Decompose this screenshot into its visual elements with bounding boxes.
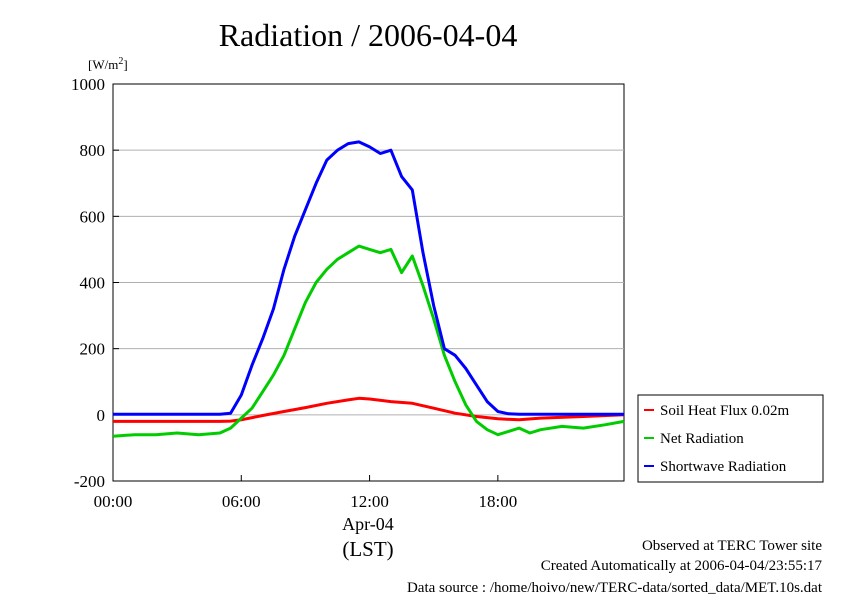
y-tick-label: 0: [97, 406, 106, 425]
x-axis: 00:00 06:00 12:00 18:00: [94, 475, 517, 511]
footer-source: Data source : /home/hoivo/new/TERC-data/…: [407, 580, 823, 595]
legend: Soil Heat Flux 0.02m Net Radiation Shortwa…: [637, 394, 824, 483]
y-tick-label: -200: [74, 472, 105, 491]
footer-site: Observed at TERC Tower site: [642, 538, 822, 554]
footer-created: Created Automatically at 2006-04-04/23:5…: [541, 558, 823, 574]
legend-box: [637, 394, 824, 483]
legend-label: Net Radiation: [660, 431, 744, 447]
series-line-2: [113, 140, 624, 416]
y-tick-label: 400: [80, 274, 106, 293]
date-label: Apr-04: [342, 514, 394, 534]
chart-title: Radiation / 2006-04-04: [219, 17, 518, 53]
series-lines: [112, 140, 625, 438]
y-tick-label: 600: [80, 207, 106, 226]
y-tick-label: 800: [80, 141, 106, 160]
x-tick-label: 12:00: [350, 492, 389, 511]
x-tick-label: 00:00: [94, 492, 133, 511]
x-axis-label: (LST): [342, 537, 393, 561]
legend-label: Soil Heat Flux 0.02m: [660, 403, 790, 419]
x-tick-label: 18:00: [478, 492, 517, 511]
series-line-1: [112, 244, 625, 438]
legend-label: Shortwave Radiation: [660, 459, 787, 475]
y-tick-label: 200: [80, 340, 106, 359]
y-tick-label: 1000: [71, 75, 105, 94]
y-unit-label: [W/m2]: [88, 56, 128, 72]
series-line-0: [113, 396, 625, 423]
x-tick-label: 06:00: [222, 492, 261, 511]
y-axis: 1000 800 600 400 200 0 -200: [71, 75, 119, 491]
